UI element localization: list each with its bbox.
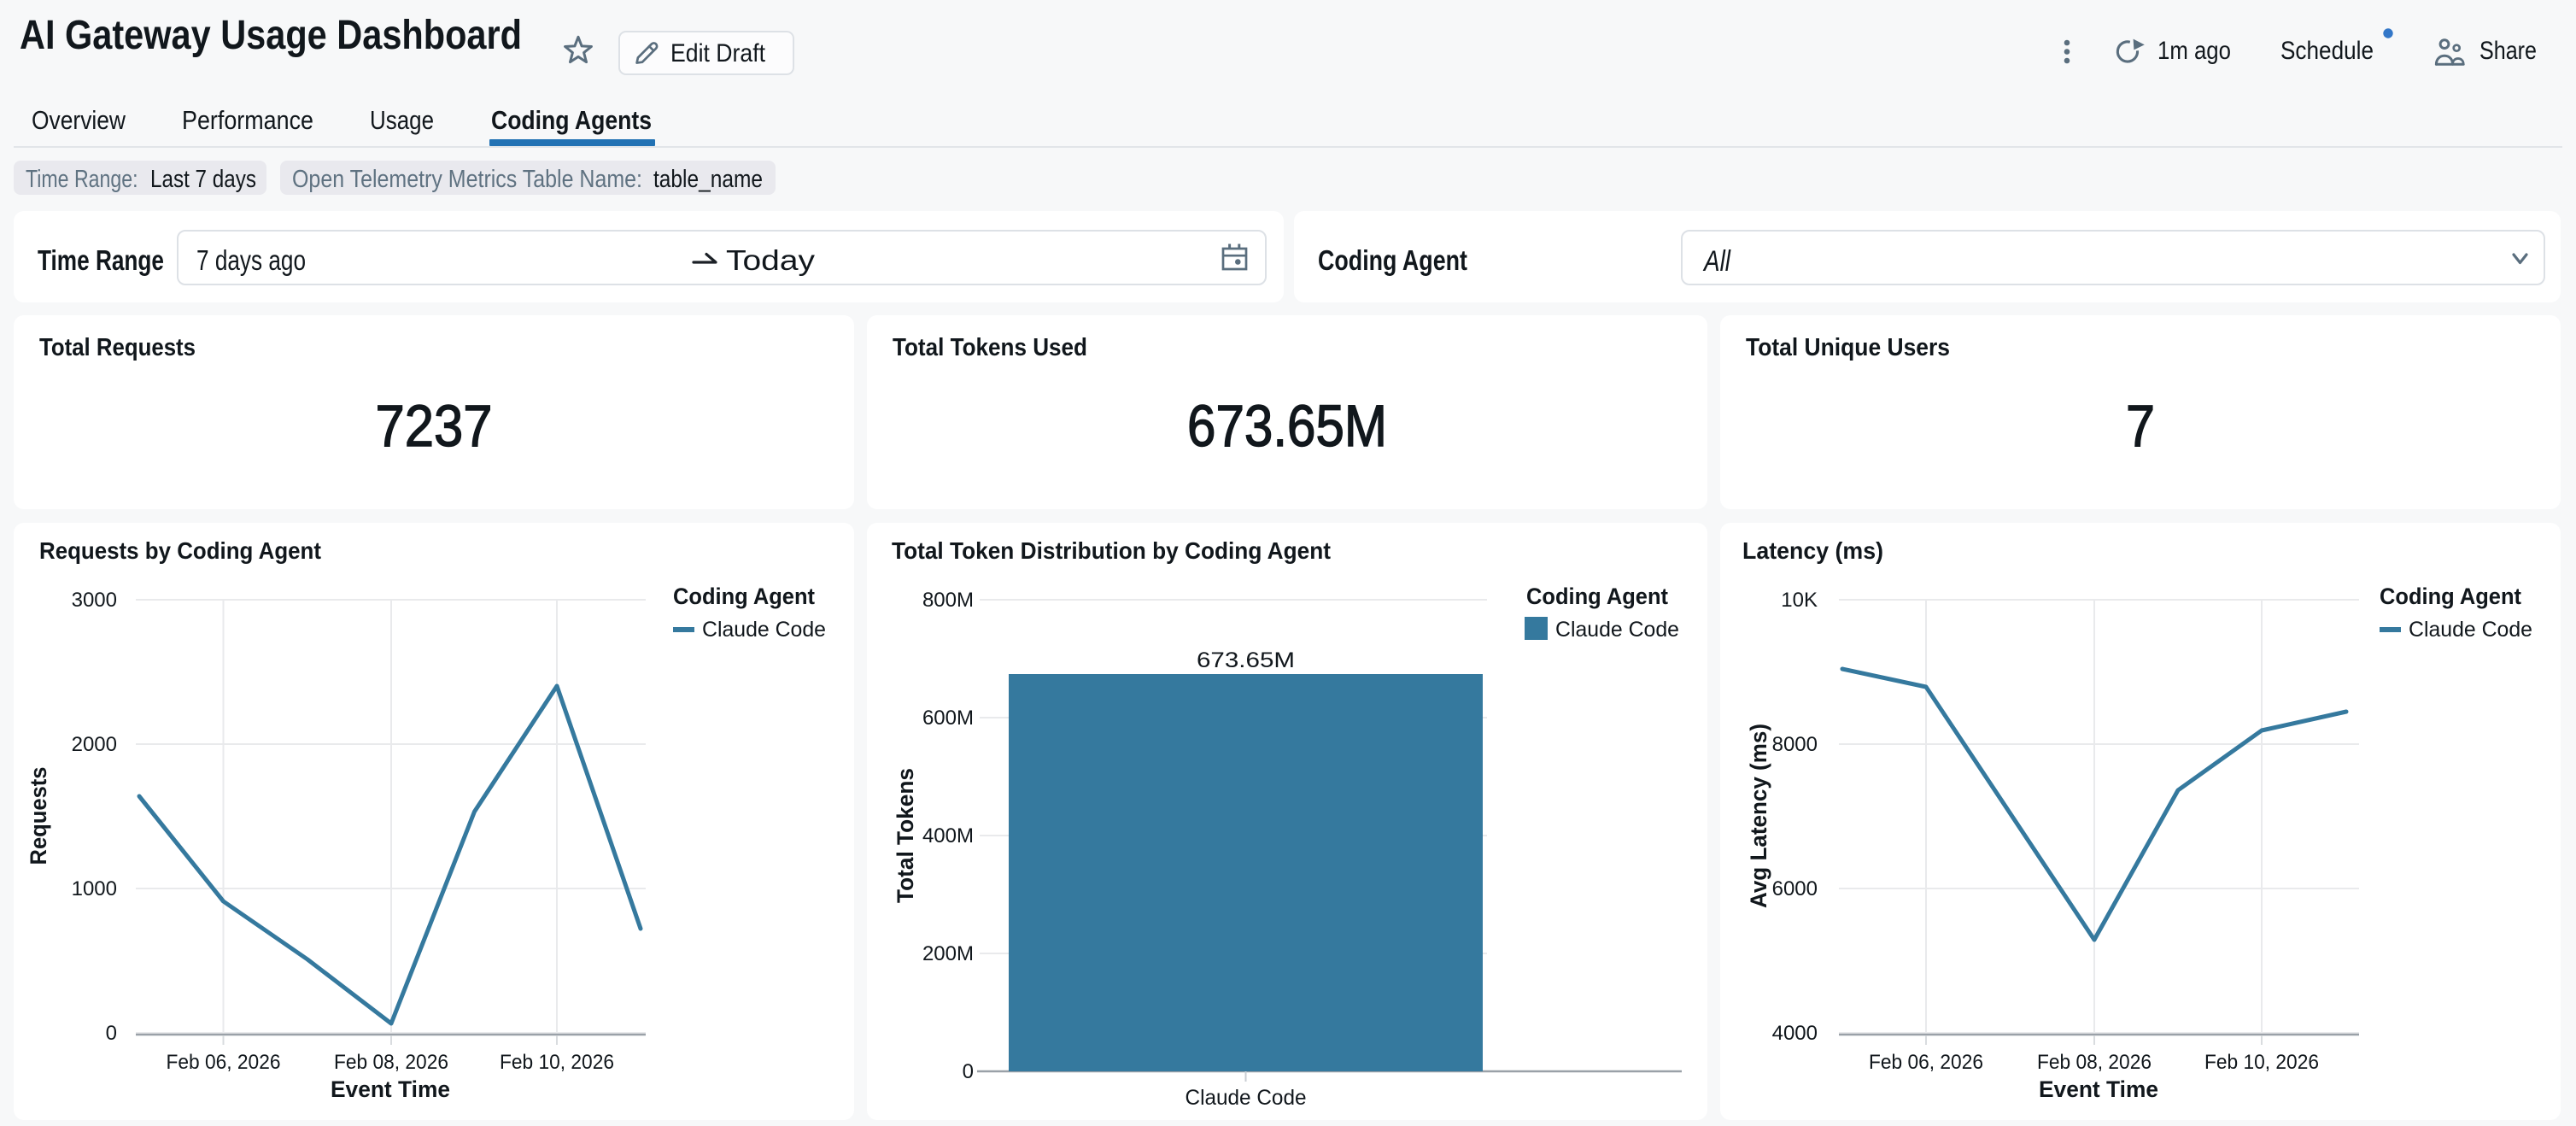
svg-text:Total Unique Users: Total Unique Users	[1746, 334, 1950, 361]
svg-text:800M: 800M	[922, 589, 974, 612]
svg-text:Usage: Usage	[370, 105, 434, 135]
svg-text:Claude Code: Claude Code	[1555, 618, 1679, 642]
svg-text:All: All	[1702, 245, 1731, 278]
svg-text:4000: 4000	[1772, 1022, 1818, 1045]
svg-text:Edit Draft: Edit Draft	[670, 39, 766, 67]
svg-text:2000: 2000	[72, 733, 117, 756]
svg-text:Requests by Coding Agent: Requests by Coding Agent	[39, 537, 321, 564]
svg-text:Schedule: Schedule	[2280, 37, 2374, 65]
svg-text:7 days ago: 7 days ago	[196, 244, 306, 276]
svg-text:AI Gateway Usage Dashboard: AI Gateway Usage Dashboard	[20, 13, 522, 58]
svg-text:0: 0	[106, 1022, 117, 1045]
svg-text:0: 0	[963, 1060, 974, 1083]
svg-text:Time Range: Time Range	[38, 244, 164, 276]
svg-text:Feb 06, 2026: Feb 06, 2026	[167, 1051, 281, 1074]
svg-text:Total Tokens Used: Total Tokens Used	[893, 334, 1087, 361]
svg-text:Share: Share	[2479, 37, 2537, 65]
svg-text:Coding Agents: Coding Agents	[491, 105, 652, 135]
svg-text:3000: 3000	[72, 589, 117, 612]
svg-text:Requests: Requests	[26, 767, 51, 865]
svg-text:8000: 8000	[1772, 733, 1818, 756]
svg-text:Event Time: Event Time	[331, 1076, 450, 1102]
svg-text:Coding Agent: Coding Agent	[1526, 584, 1668, 609]
svg-text:1000: 1000	[72, 877, 117, 900]
svg-text:Overview: Overview	[32, 105, 126, 135]
svg-text:7237: 7237	[376, 393, 493, 459]
svg-text:Feb 10, 2026: Feb 10, 2026	[2204, 1051, 2319, 1074]
svg-text:Latency (ms): Latency (ms)	[1742, 537, 1883, 564]
svg-text:Open Telemetry Metrics Table N: Open Telemetry Metrics Table Name: table_…	[292, 166, 763, 193]
svg-text:Performance: Performance	[182, 105, 313, 135]
svg-text:673.65M: 673.65M	[1197, 648, 1295, 672]
svg-text:Claude Code: Claude Code	[1186, 1086, 1307, 1110]
svg-text:Coding Agent: Coding Agent	[1318, 244, 1467, 276]
svg-text:10K: 10K	[1781, 589, 1818, 612]
svg-text:Coding Agent: Coding Agent	[2380, 584, 2521, 609]
svg-text:Coding Agent: Coding Agent	[673, 584, 815, 609]
svg-text:Total Requests: Total Requests	[39, 334, 196, 361]
svg-text:1m ago: 1m ago	[2157, 37, 2231, 65]
svg-text:Today: Today	[726, 244, 816, 276]
svg-text:Event Time: Event Time	[2039, 1076, 2158, 1102]
svg-text:673.65M: 673.65M	[1187, 393, 1387, 459]
svg-text:400M: 400M	[922, 824, 974, 847]
svg-text:Time Range: Last 7 days: Time Range: Last 7 days	[26, 166, 256, 193]
svg-text:Avg Latency (ms): Avg Latency (ms)	[1746, 724, 1771, 908]
svg-text:200M: 200M	[922, 942, 974, 965]
svg-text:Total Token Distribution by Co: Total Token Distribution by Coding Agent	[892, 537, 1331, 564]
svg-text:Feb 10, 2026: Feb 10, 2026	[500, 1051, 614, 1074]
svg-text:Feb 08, 2026: Feb 08, 2026	[334, 1051, 448, 1074]
svg-text:7: 7	[2126, 393, 2155, 459]
svg-text:600M: 600M	[922, 707, 974, 730]
svg-text:Feb 06, 2026: Feb 06, 2026	[1869, 1051, 1983, 1074]
svg-text:Total Tokens: Total Tokens	[893, 768, 918, 903]
svg-text:Claude Code: Claude Code	[702, 618, 826, 642]
svg-text:Claude Code: Claude Code	[2409, 618, 2532, 642]
svg-text:6000: 6000	[1772, 877, 1818, 900]
svg-text:Feb 08, 2026: Feb 08, 2026	[2037, 1051, 2152, 1074]
